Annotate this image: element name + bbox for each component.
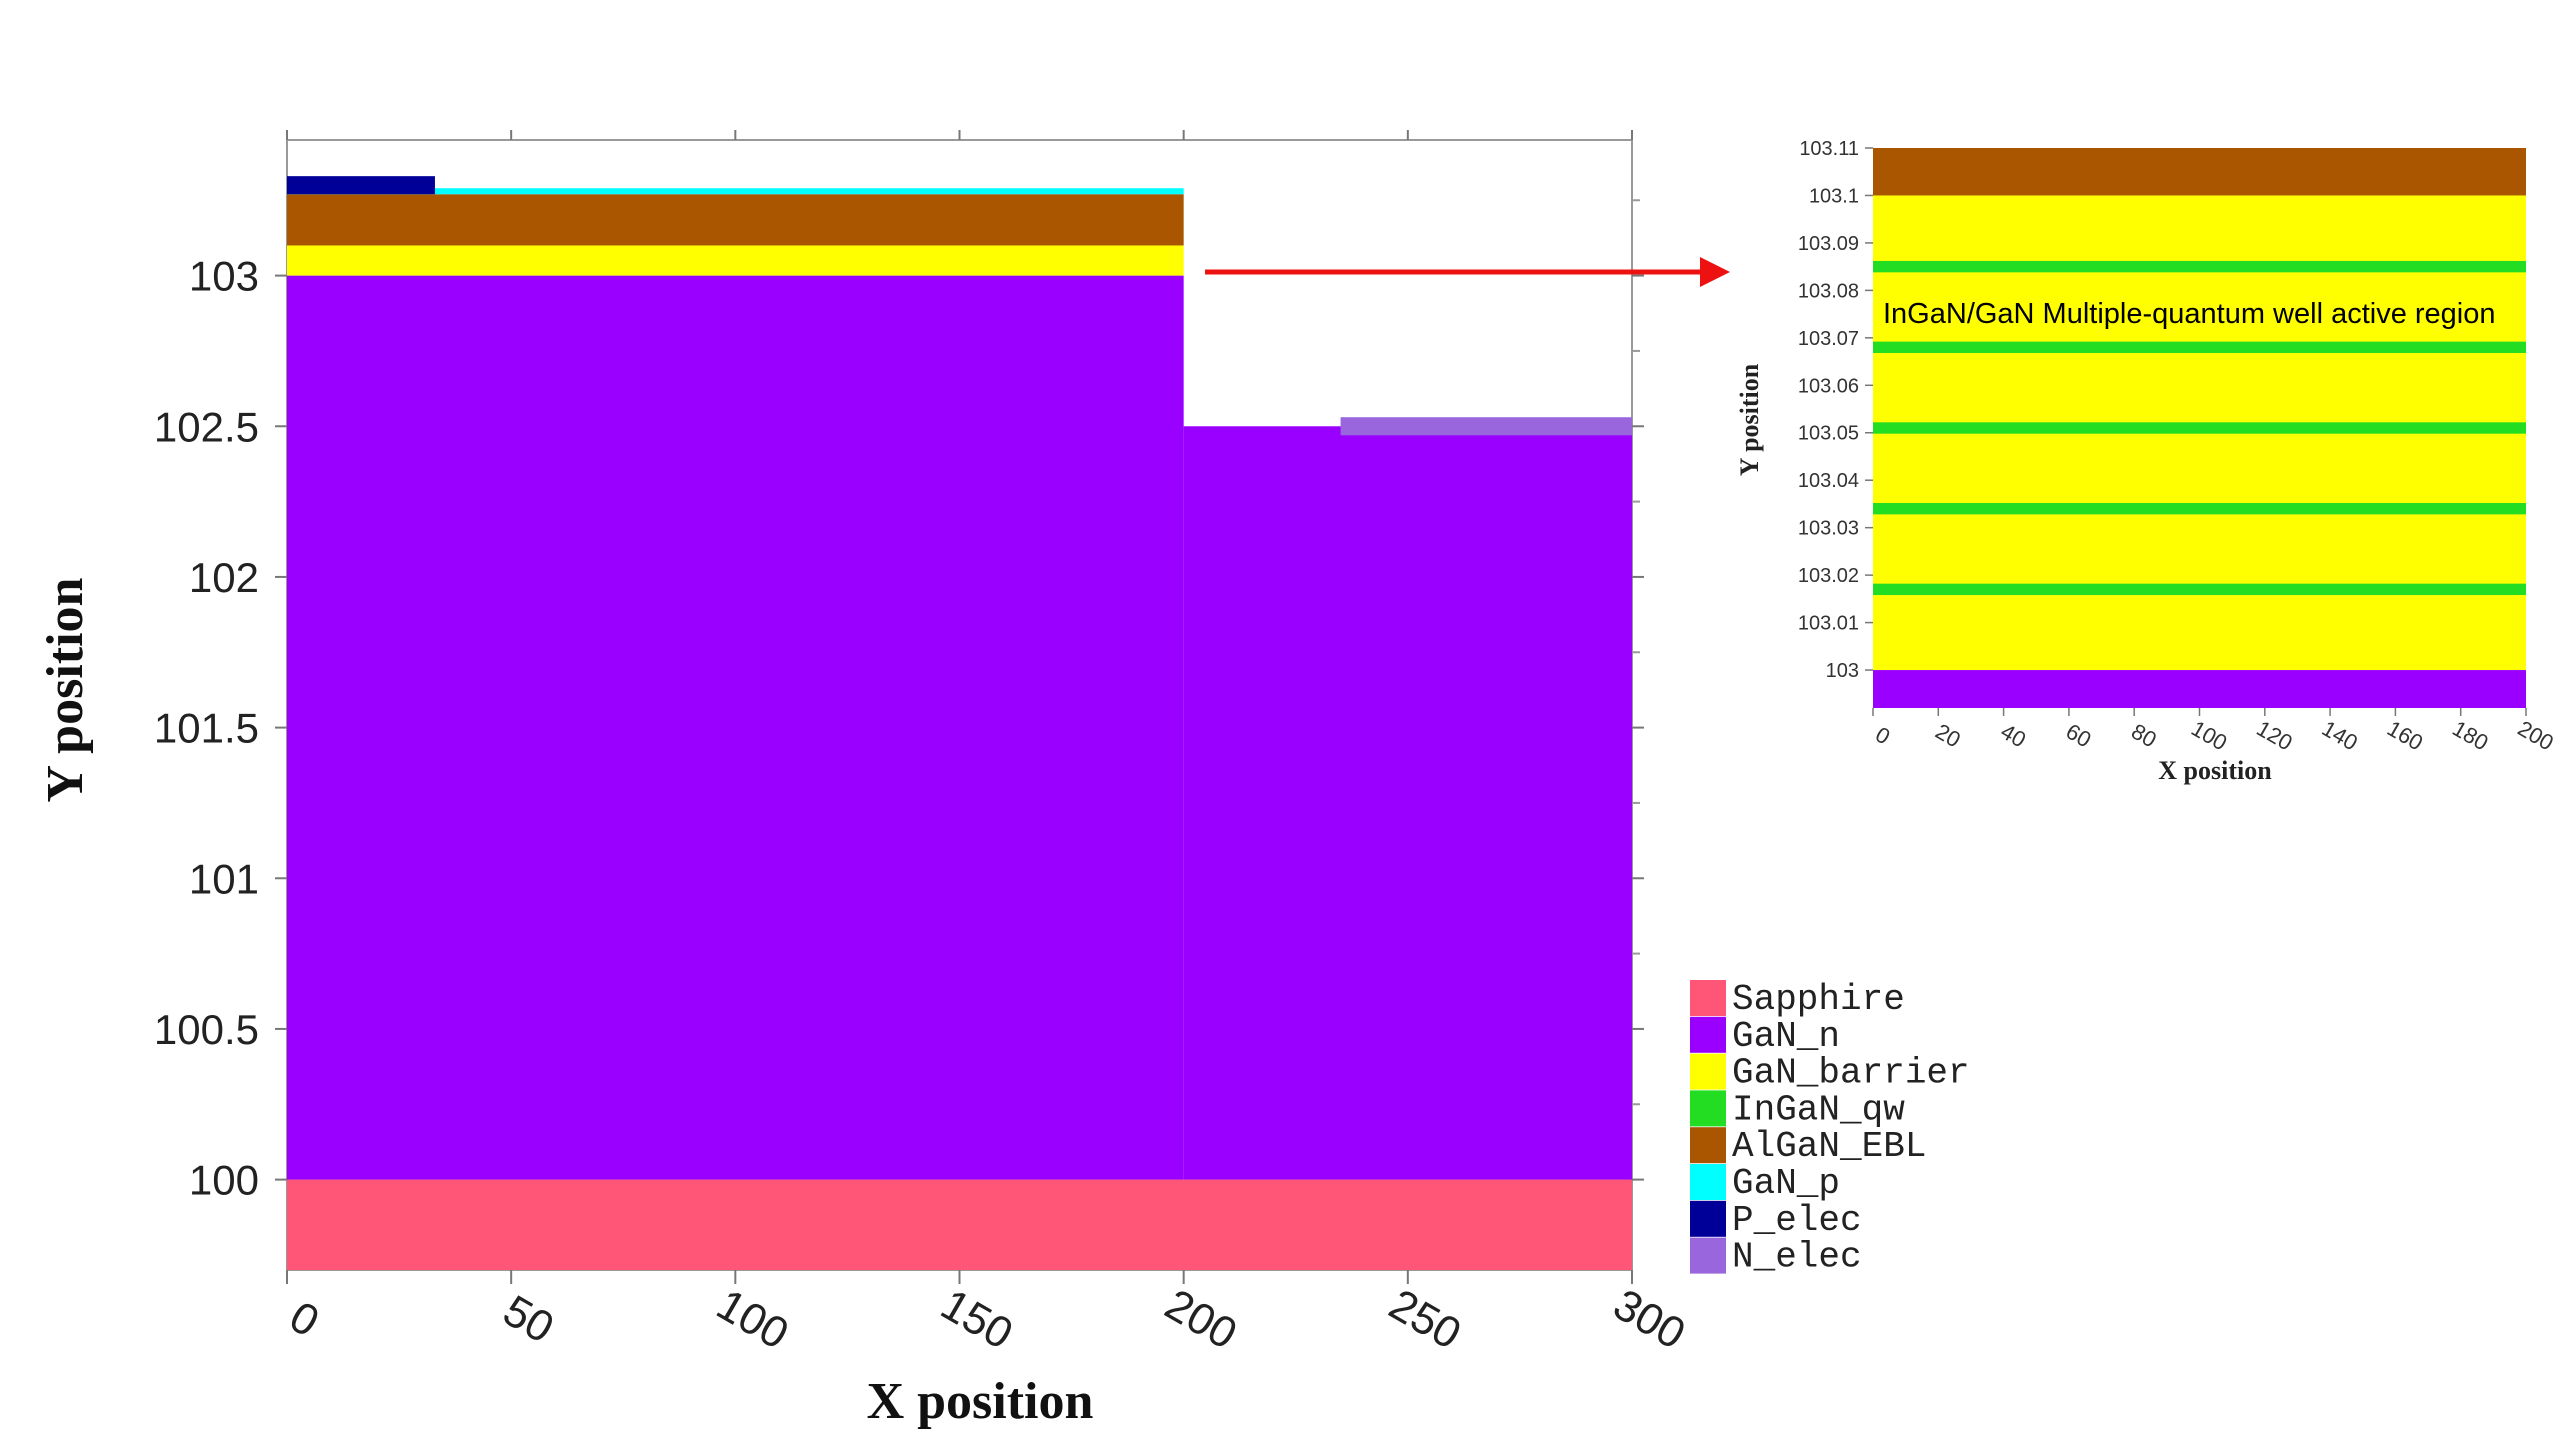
inset-ticks [1865, 147, 2527, 716]
legend-label-algan-ebl: AlGaN_EBL [1732, 1126, 1926, 1167]
x-tick-label-0: 0 [281, 1292, 327, 1347]
main-x-axis-title: X position [867, 1373, 1094, 1430]
inset-x-tick-label-60: 60 [2062, 719, 2096, 753]
inset-quantum-well [1873, 583, 2526, 596]
inset-x-axis-title: X position [2158, 756, 2272, 785]
x-tick-label-50: 50 [495, 1286, 562, 1353]
inset-plot: 0 20 40 60 80 100 120 140 160 180 200 103103.01103… [1735, 138, 2558, 785]
y-tick-label-102: 102 [189, 554, 259, 601]
inset-x-tick-labels: 0 20 40 60 80 100 120 140 160 180 200 [1871, 715, 2558, 755]
region-algan-ebl [287, 194, 1184, 246]
main-y-tick-labels: 100 100.5 101 101.5 102 102.5 103 [154, 253, 259, 1204]
region-p-elec [287, 176, 435, 195]
inset-y-tick-label-103: 103 [1826, 660, 1859, 682]
inset-y-tick-label-103-11: 103.11 [1799, 138, 1859, 160]
inset-x-tick-label-200: 200 [2514, 715, 2558, 755]
inset-y-tick-label-103-01: 103.01 [1798, 613, 1859, 635]
zoom-arrow [1205, 257, 1730, 287]
inset-x-tick-label-0: 0 [1871, 722, 1894, 750]
region-gan-barrier [287, 245, 1184, 276]
y-tick-label-102-5: 102.5 [154, 403, 259, 450]
inset-y-tick-label-103-07: 103.07 [1798, 328, 1859, 350]
x-tick-label-100: 100 [709, 1280, 797, 1359]
inset-y-tick-labels: 103 103.01 103.02 103.03 103.04 103.05 103.06 1… [1798, 138, 1859, 682]
y-tick-label-100: 100 [189, 1157, 259, 1204]
inset-region-gan-n [1873, 670, 2526, 708]
inset-y-tick-label-103-04: 103.04 [1798, 470, 1859, 492]
legend-swatch-sapphire [1690, 980, 1726, 1016]
region-sapphire [287, 1179, 1632, 1270]
inset-region-algan-ebl [1873, 148, 2526, 196]
inset-y-tick-label-103-03: 103.03 [1798, 518, 1859, 540]
legend-label-gan-n: GaN_n [1732, 1016, 1840, 1057]
mqw-annotation: InGaN/GaN Multiple-quantum well active r… [1883, 298, 2496, 330]
inset-quantum-well [1873, 502, 2526, 515]
inset-x-tick-label-140: 140 [2318, 715, 2362, 755]
legend-label-n-elec: N_elec [1732, 1237, 1862, 1278]
inset-y-tick-label-103-05: 103.05 [1798, 423, 1859, 445]
region-gan-n [1183, 426, 1632, 1180]
legend-label-gan-barrier: GaN_barrier [1732, 1053, 1970, 1094]
main-regions [287, 176, 1632, 1270]
legend-label-sapphire: Sapphire [1732, 979, 1905, 1020]
x-tick-label-200: 200 [1157, 1280, 1245, 1359]
legend-swatch-n-elec [1690, 1237, 1726, 1274]
legend-label-gan-p: GaN_p [1732, 1163, 1840, 1204]
legend-swatch-gan-barrier [1690, 1053, 1726, 1090]
x-tick-label-250: 250 [1381, 1280, 1469, 1359]
y-tick-label-101: 101 [189, 855, 259, 902]
inset-quantum-well [1873, 422, 2526, 434]
region-n-elec [1340, 417, 1632, 436]
x-tick-label-150: 150 [933, 1280, 1021, 1359]
zoom-arrow-head [1700, 257, 1730, 287]
inset-y-tick-label-103-06: 103.06 [1798, 375, 1859, 397]
inset-y-axis-title: Y position [1735, 363, 1764, 476]
region-gan-p [287, 188, 1184, 195]
y-tick-label-100-5: 100.5 [154, 1006, 259, 1053]
legend-label-ingan-qw: InGaN_qw [1732, 1089, 1905, 1130]
inset-x-tick-label-160: 160 [2383, 715, 2427, 755]
legend-swatch-gan-p [1690, 1164, 1726, 1200]
y-tick-label-101-5: 101.5 [154, 705, 259, 752]
legend-swatch-algan-ebl [1690, 1127, 1726, 1164]
inset-y-tick-label-103-02: 103.02 [1798, 565, 1859, 587]
inset-x-tick-label-40: 40 [1996, 719, 2030, 753]
legend-label-p-elec: P_elec [1732, 1200, 1862, 1241]
x-tick-label-300: 300 [1605, 1280, 1693, 1359]
main-x-tick-labels: 0 50 100 150 200 250 300 [281, 1280, 1693, 1359]
region-gan-n [287, 275, 1184, 1180]
inset-y-tick-label-103-1: 103.1 [1809, 185, 1859, 207]
legend-swatch-ingan-qw [1690, 1090, 1726, 1127]
main-ticks [275, 130, 1644, 1284]
inset-x-tick-label-100: 100 [2187, 715, 2231, 755]
inset-x-tick-label-20: 20 [1931, 719, 1965, 753]
inset-x-tick-label-120: 120 [2252, 715, 2296, 755]
inset-quantum-well [1873, 341, 2526, 354]
main-plot: 0 50 100 150 200 250 300 100100.5101101.510210… [37, 130, 1693, 1430]
inset-y-tick-label-103-08: 103.08 [1798, 280, 1859, 302]
inset-x-tick-label-180: 180 [2448, 715, 2492, 755]
legend-swatch-p-elec [1690, 1200, 1726, 1237]
y-tick-label-103: 103 [189, 253, 259, 300]
main-y-axis-title: Y position [37, 577, 94, 802]
inset-regions [1873, 148, 2526, 708]
legend-swatch-gan-n [1690, 1016, 1726, 1053]
inset-x-tick-label-80: 80 [2127, 719, 2161, 753]
inset-y-tick-label-103-09: 103.09 [1798, 233, 1859, 255]
inset-quantum-well [1873, 260, 2526, 273]
legend: SapphireGaN_nGaN_barrierInGaN_qwAlGaN_EB… [1690, 979, 1970, 1278]
